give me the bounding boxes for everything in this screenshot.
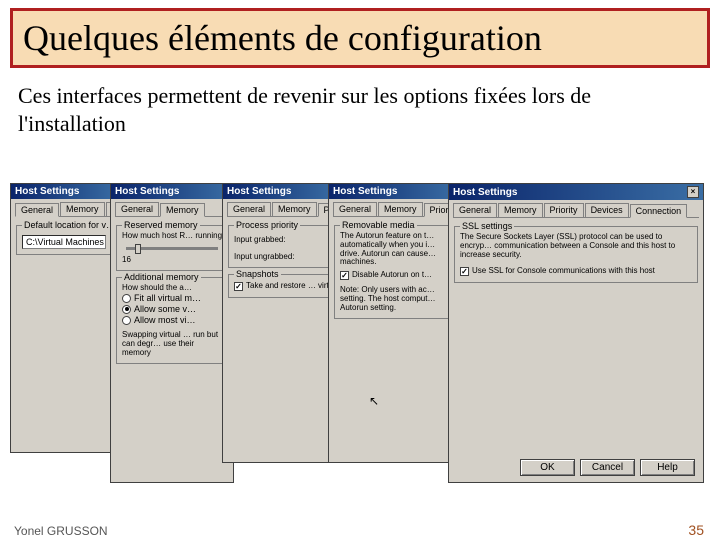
- tab-general[interactable]: General: [453, 203, 497, 217]
- window-title: Host Settings: [333, 186, 397, 197]
- dialog-buttons: OK Cancel Help: [520, 459, 695, 476]
- radio-allow-some[interactable]: Allow some v…: [122, 304, 222, 314]
- radio-label: Allow some v…: [134, 304, 196, 314]
- radio-icon: [122, 305, 131, 314]
- host-settings-dialog-3: Host Settings General Memory Pr… Process…: [222, 183, 340, 463]
- addl-text: How should the a…: [122, 284, 222, 293]
- tab-general[interactable]: General: [333, 202, 377, 216]
- group-title: Additional memory: [122, 272, 201, 282]
- slide-intro: Ces interfaces permettent de revenir sur…: [18, 82, 702, 137]
- host-settings-dialog-4: Host Settings General Memory Priority Re…: [328, 183, 460, 463]
- tab-connection[interactable]: Connection: [630, 204, 688, 218]
- host-settings-dialog-1: Host Settings General Memory P… Default …: [10, 183, 122, 453]
- snapshot-checkbox[interactable]: ✓ Take and restore … virtual machine s…: [234, 282, 328, 291]
- group-title: SSL settings: [460, 221, 514, 231]
- checkbox-icon: ✓: [340, 271, 349, 280]
- slide-title-box: Quelques éléments de configuration: [10, 8, 710, 68]
- checkbox-icon: ✓: [234, 282, 243, 291]
- panel: Reserved memory How much host R… running…: [111, 217, 233, 447]
- input-ungrabbed-label: Input ungrabbed:: [234, 253, 328, 262]
- host-settings-dialog-5: Host Settings × General Memory Priority …: [448, 183, 704, 483]
- titlebar: Host Settings: [111, 184, 233, 199]
- tabs: General Memory: [115, 202, 229, 217]
- tab-memory[interactable]: Memory: [498, 203, 543, 217]
- radio-fit-all[interactable]: Fit all virtual m…: [122, 293, 222, 303]
- panel: SSL settings The Secure Sockets Layer (S…: [449, 218, 703, 458]
- titlebar: Host Settings: [223, 184, 339, 199]
- reserved-text: How much host R… running virtual m…: [122, 232, 222, 241]
- tab-priority[interactable]: Priority: [544, 203, 584, 217]
- titlebar: Host Settings ×: [449, 184, 703, 200]
- radio-icon: [122, 316, 131, 325]
- tabs: General Memory Pr…: [227, 202, 335, 217]
- tabs: General Memory Priority: [333, 202, 455, 217]
- tab-memory[interactable]: Memory: [60, 202, 105, 216]
- process-priority-group: Process priority Input grabbed: Input un…: [228, 225, 334, 268]
- checkbox-icon: ✓: [460, 267, 469, 276]
- group-title: Snapshots: [234, 269, 281, 279]
- checkbox-label: Take and restore … virtual machine s…: [246, 282, 328, 291]
- checkbox-label: Disable Autorun on t…: [352, 271, 432, 280]
- panel: Process priority Input grabbed: Input un…: [223, 217, 339, 447]
- window-title: Host Settings: [115, 186, 179, 197]
- group-title: Reserved memory: [122, 220, 200, 230]
- radio-label: Fit all virtual m…: [134, 293, 201, 303]
- tab-memory[interactable]: Memory: [378, 202, 423, 216]
- ok-button[interactable]: OK: [520, 459, 575, 476]
- additional-memory-group: Additional memory How should the a… Fit …: [116, 277, 228, 364]
- panel: Removable media The Autorun feature on t…: [329, 217, 459, 447]
- tab-general[interactable]: General: [227, 202, 271, 216]
- titlebar: Host Settings: [11, 184, 121, 199]
- group-title: Removable media: [340, 220, 417, 230]
- swap-footnote: Swapping virtual … run but can degr… use…: [122, 331, 222, 357]
- tab-general[interactable]: General: [115, 202, 159, 216]
- checkbox-label: Use SSL for Console communications with …: [472, 267, 655, 276]
- tab-general[interactable]: General: [15, 203, 59, 217]
- radio-icon: [122, 294, 131, 303]
- slider-thumb[interactable]: [135, 244, 141, 254]
- window-title: Host Settings: [15, 186, 79, 197]
- close-icon[interactable]: ×: [687, 186, 699, 198]
- window-title: Host Settings: [453, 187, 517, 198]
- tabs: General Memory P…: [15, 202, 117, 217]
- page-number: 35: [688, 522, 704, 538]
- tabs: General Memory Priority Devices Connecti…: [453, 203, 699, 218]
- memory-slider[interactable]: [126, 247, 218, 250]
- autorun-note: Note: Only users with ac… setting. The h…: [340, 286, 448, 312]
- tab-memory[interactable]: Memory: [272, 202, 317, 216]
- vm-path-input[interactable]: C:\Virtual Machines: [22, 235, 106, 249]
- tab-devices[interactable]: Devices: [585, 203, 629, 217]
- default-location-group: Default location for v… C:\Virtual Machi…: [16, 225, 116, 255]
- group-title: Process priority: [234, 220, 300, 230]
- help-button[interactable]: Help: [640, 459, 695, 476]
- cursor-icon: ↖: [369, 394, 379, 408]
- group-title: Default location for v…: [22, 220, 117, 230]
- host-settings-dialog-2: Host Settings General Memory Reserved me…: [110, 183, 234, 483]
- input-grabbed-label: Input grabbed:: [234, 236, 328, 245]
- use-ssl-checkbox[interactable]: ✓ Use SSL for Console communications wit…: [460, 267, 692, 276]
- radio-allow-most[interactable]: Allow most vi…: [122, 315, 222, 325]
- disable-autorun-checkbox[interactable]: ✓ Disable Autorun on t…: [340, 271, 448, 280]
- snapshots-group: Snapshots ✓ Take and restore … virtual m…: [228, 274, 334, 298]
- reserved-memory-group: Reserved memory How much host R… running…: [116, 225, 228, 271]
- slide-title: Quelques éléments de configuration: [23, 17, 697, 59]
- window-title: Host Settings: [227, 186, 291, 197]
- removable-media-group: Removable media The Autorun feature on t…: [334, 225, 454, 319]
- panel: Default location for v… C:\Virtual Machi…: [11, 217, 121, 447]
- autorun-text: The Autorun feature on t… automatically …: [340, 232, 448, 267]
- dialogs-area: Host Settings General Memory P… Default …: [10, 183, 710, 503]
- radio-label: Allow most vi…: [134, 315, 196, 325]
- ssl-settings-group: SSL settings The Secure Sockets Layer (S…: [454, 226, 698, 283]
- slider-value: 16: [122, 256, 222, 265]
- ssl-text: The Secure Sockets Layer (SSL) protocol …: [460, 233, 692, 259]
- titlebar: Host Settings: [329, 184, 459, 199]
- tab-memory[interactable]: Memory: [160, 203, 205, 217]
- footer-author: Yonel GRUSSON: [14, 524, 108, 538]
- cancel-button[interactable]: Cancel: [580, 459, 635, 476]
